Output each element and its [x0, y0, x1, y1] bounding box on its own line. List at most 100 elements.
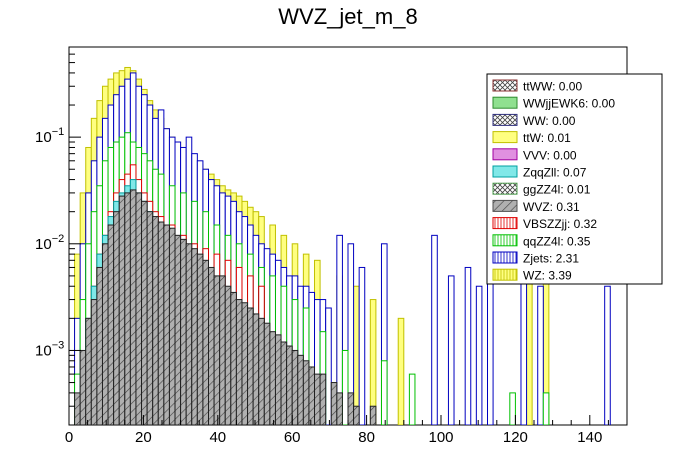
- legend-item: WWjjEWK6: 0.00: [492, 96, 615, 111]
- bar-wz: [397, 317, 405, 425]
- bar-wvz: [235, 299, 243, 425]
- bar-qqzz4l: [341, 349, 349, 425]
- bar-wvz: [319, 373, 327, 425]
- bar-wvz: [124, 192, 131, 425]
- bar-wz: [353, 285, 360, 425]
- bar-wvz: [269, 331, 276, 425]
- y-tick-label: 10−1: [35, 126, 64, 146]
- bar-wvz: [208, 266, 215, 425]
- bar-wvz: [85, 317, 92, 425]
- bar-wvz: [163, 224, 170, 425]
- bar-wvz: [157, 221, 165, 425]
- legend-swatch: [492, 148, 518, 161]
- legend-label: ttW: 0.01: [523, 131, 571, 145]
- bar-zjets: [520, 275, 528, 425]
- bar-qqzz4l: [408, 373, 416, 425]
- bar-wvz: [213, 275, 221, 425]
- x-tick-label: 20: [135, 429, 152, 446]
- bar-zjets: [464, 266, 472, 425]
- bar-zjets: [447, 275, 455, 425]
- bar-zjets: [604, 285, 611, 425]
- legend-label: WW: 0.00: [523, 114, 576, 128]
- bar-wvz: [230, 291, 237, 425]
- chart-title: WVZ_jet_m_8: [278, 4, 417, 29]
- bar-wvz: [79, 349, 87, 425]
- series-wvz: [74, 189, 377, 425]
- legend-item: qqZZ4l: 0.35: [492, 234, 591, 248]
- bar-wvz: [353, 405, 360, 425]
- bar-wvz: [347, 392, 355, 425]
- bar-zjets: [380, 243, 388, 425]
- bar-wvz: [274, 334, 282, 425]
- legend-swatch: [492, 113, 518, 126]
- bar-wvz: [258, 317, 265, 425]
- x-axis: 0 20 40 60 80 100 120 140: [65, 415, 609, 446]
- bar-wvz: [263, 322, 271, 425]
- histogram-bars: [74, 66, 611, 425]
- bar-qqzz4l: [542, 392, 550, 425]
- bar-wvz: [107, 224, 115, 425]
- legend-item: Zjets: 2.31: [492, 251, 579, 266]
- legend-item: WW: 0.00: [492, 113, 576, 128]
- legend-label: WVZ: 0.31: [523, 200, 580, 214]
- bar-wvz: [241, 302, 249, 425]
- bar-zjets: [358, 266, 366, 425]
- x-tick-label: 0: [65, 429, 73, 446]
- bar-wvz: [196, 253, 204, 425]
- bar-wvz: [191, 248, 198, 425]
- x-tick-label: 100: [428, 429, 453, 446]
- bar-wvz: [129, 189, 137, 425]
- bar-wvz: [219, 275, 226, 425]
- legend-swatch: [492, 79, 518, 92]
- bar-wvz: [101, 243, 109, 425]
- legend-item: WVZ: 0.31: [492, 199, 580, 214]
- bar-zjets: [431, 234, 438, 425]
- legend-item: ttW: 0.01: [492, 131, 571, 145]
- bar-wvz: [314, 373, 321, 425]
- bar-qqzz4l: [380, 360, 388, 425]
- x-tick-label: 140: [577, 429, 602, 446]
- legend-swatch: [492, 182, 518, 195]
- y-tick-label: 10−2: [35, 233, 64, 253]
- bar-wvz: [297, 354, 304, 425]
- y-tick-label: 10−3: [35, 339, 64, 359]
- x-tick-label: 60: [284, 429, 301, 446]
- bar-wvz: [185, 243, 193, 425]
- bar-wvz: [135, 192, 143, 425]
- x-tick-label: 40: [209, 429, 226, 446]
- bar-zjets: [325, 307, 332, 425]
- legend-swatch: [492, 131, 518, 144]
- legend-label: qqZZ4l: 0.35: [523, 234, 591, 248]
- legend-item: ZqqZll: 0.07: [492, 165, 587, 180]
- bar-wvz: [224, 285, 232, 425]
- legend-box: [486, 73, 663, 285]
- bar-wvz: [90, 299, 98, 425]
- legend-label: ZqqZll: 0.07: [523, 166, 587, 180]
- bar-wvz: [286, 345, 293, 425]
- legend-swatch: [492, 217, 518, 230]
- legend-label: VVV: 0.00: [523, 148, 577, 162]
- x-tick-label: 80: [358, 429, 375, 446]
- bar-zjets: [475, 285, 483, 425]
- legend-label: WZ: 3.39: [523, 269, 572, 283]
- legend: ttWW: 0.00 WWjjEWK6: 0.00 WW: 0.00 ttW: 0.0…: [486, 73, 663, 285]
- bar-wvz: [280, 341, 288, 425]
- bar-zjets: [347, 243, 355, 425]
- bar-wz: [369, 299, 377, 425]
- bar-wvz: [291, 349, 299, 425]
- bar-wvz: [168, 227, 176, 425]
- x-tick-label: 120: [503, 429, 528, 446]
- legend-swatch: [492, 234, 518, 247]
- legend-label: ggZZ4l: 0.01: [523, 183, 591, 197]
- bar-wvz: [180, 238, 187, 425]
- bar-wvz: [202, 259, 209, 425]
- bar-wvz: [113, 211, 120, 425]
- bar-wvz: [141, 200, 148, 425]
- bar-wvz: [146, 211, 154, 425]
- legend-swatch: [492, 165, 518, 178]
- bar-qqzz4l: [509, 392, 516, 425]
- bar-wvz: [74, 392, 81, 425]
- legend-item: ggZZ4l: 0.01: [492, 182, 591, 197]
- legend-label: Zjets: 2.31: [523, 252, 579, 266]
- bar-wvz: [308, 366, 316, 425]
